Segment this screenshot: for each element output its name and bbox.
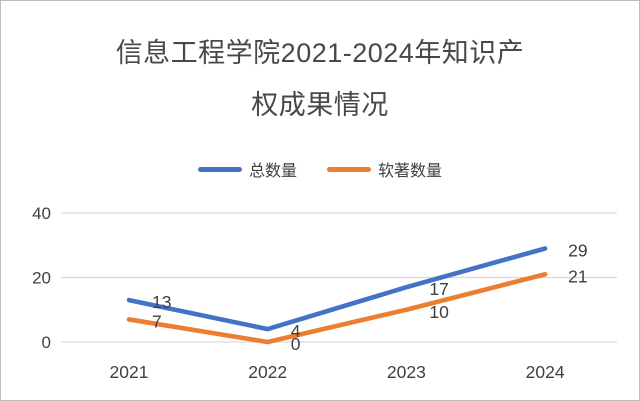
chart-title: 信息工程学院2021-2024年知识产 权成果情况 (1, 27, 639, 131)
x-axis-tick-label: 2024 (526, 362, 565, 382)
legend-item-software: 软著数量 (327, 157, 442, 181)
chart-legend: 总数量 软著数量 (1, 157, 639, 181)
data-label-软著数量-2021: 7 (152, 311, 162, 331)
data-label-软著数量-2024: 21 (568, 266, 587, 286)
legend-item-total: 总数量 (197, 157, 297, 181)
data-label-总数量-2024: 29 (568, 240, 587, 260)
chart-title-line-1: 信息工程学院2021-2024年知识产 (115, 38, 525, 68)
legend-label-software: 软著数量 (378, 163, 443, 180)
chart-title-line-2: 权成果情况 (251, 90, 389, 120)
x-axis-tick-label: 2022 (248, 362, 287, 382)
legend-swatch-total (197, 166, 242, 172)
data-label-软著数量-2023: 10 (429, 302, 449, 322)
data-label-软著数量-2022: 0 (291, 334, 301, 354)
legend-swatch-software (327, 166, 371, 172)
legend-label-total: 总数量 (248, 163, 297, 180)
series-line-1 (126, 271, 548, 345)
series-line-0 (126, 246, 548, 332)
y-axis-tick-label: 20 (32, 269, 51, 288)
x-axis-tick-label: 2021 (110, 362, 149, 382)
y-axis-tick-label: 40 (32, 204, 51, 223)
y-axis-tick-label: 0 (42, 333, 51, 352)
data-label-总数量-2022: 4 (291, 321, 301, 341)
x-axis-tick-label: 2023 (387, 362, 426, 382)
data-label-总数量-2021: 13 (152, 292, 171, 312)
data-label-总数量-2023: 17 (429, 279, 448, 299)
